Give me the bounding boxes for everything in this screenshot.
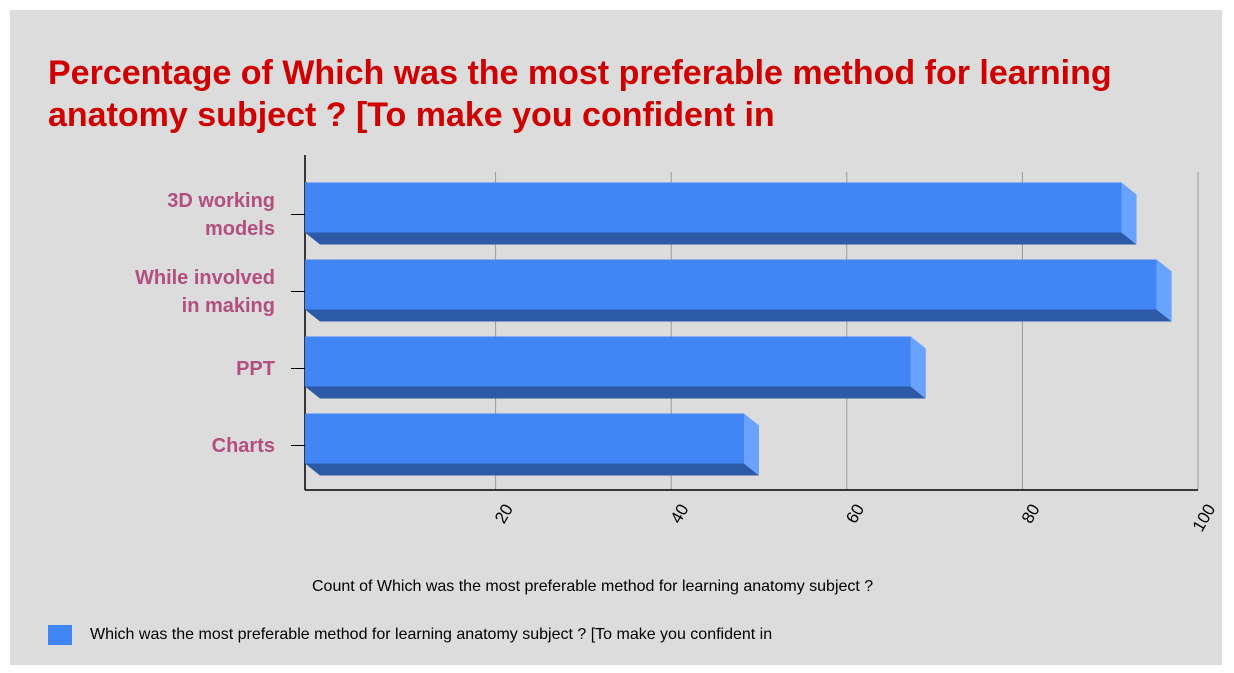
bar-front bbox=[305, 259, 1157, 310]
bar-side bbox=[1156, 259, 1172, 322]
bar-front bbox=[305, 182, 1122, 233]
x-axis-label: Count of Which was the most preferable m… bbox=[312, 578, 874, 595]
bar-front bbox=[305, 413, 744, 464]
x-tick-label: 60 bbox=[842, 501, 868, 527]
legend-swatch bbox=[48, 625, 72, 645]
bar-bottom bbox=[305, 386, 926, 399]
y-tick-label: Charts bbox=[211, 434, 275, 457]
chart-title: Percentage of Which was the most prefera… bbox=[48, 54, 1112, 134]
bar bbox=[305, 182, 1137, 245]
legend: Which was the most preferable method for… bbox=[48, 625, 772, 645]
bar-bottom bbox=[305, 309, 1172, 322]
x-tick-label: 40 bbox=[667, 501, 693, 527]
y-tick-label: PPT bbox=[236, 357, 275, 380]
bar-side bbox=[1121, 182, 1137, 245]
bar-bottom bbox=[305, 463, 759, 476]
bar bbox=[305, 413, 759, 476]
bar-front bbox=[305, 336, 911, 387]
y-tick-label: While involved in making bbox=[134, 266, 275, 317]
bar-side bbox=[910, 336, 926, 399]
y-tick-label: 3D working models bbox=[167, 189, 275, 240]
bar bbox=[305, 259, 1172, 322]
bar-bottom bbox=[305, 232, 1137, 245]
x-tick-label: 20 bbox=[491, 501, 517, 527]
legend-label: Which was the most preferable method for… bbox=[90, 626, 773, 643]
x-tick-label: 80 bbox=[1018, 501, 1044, 527]
bar-side bbox=[744, 413, 759, 476]
bar bbox=[305, 336, 926, 399]
x-tick-label: 100 bbox=[1189, 501, 1220, 535]
